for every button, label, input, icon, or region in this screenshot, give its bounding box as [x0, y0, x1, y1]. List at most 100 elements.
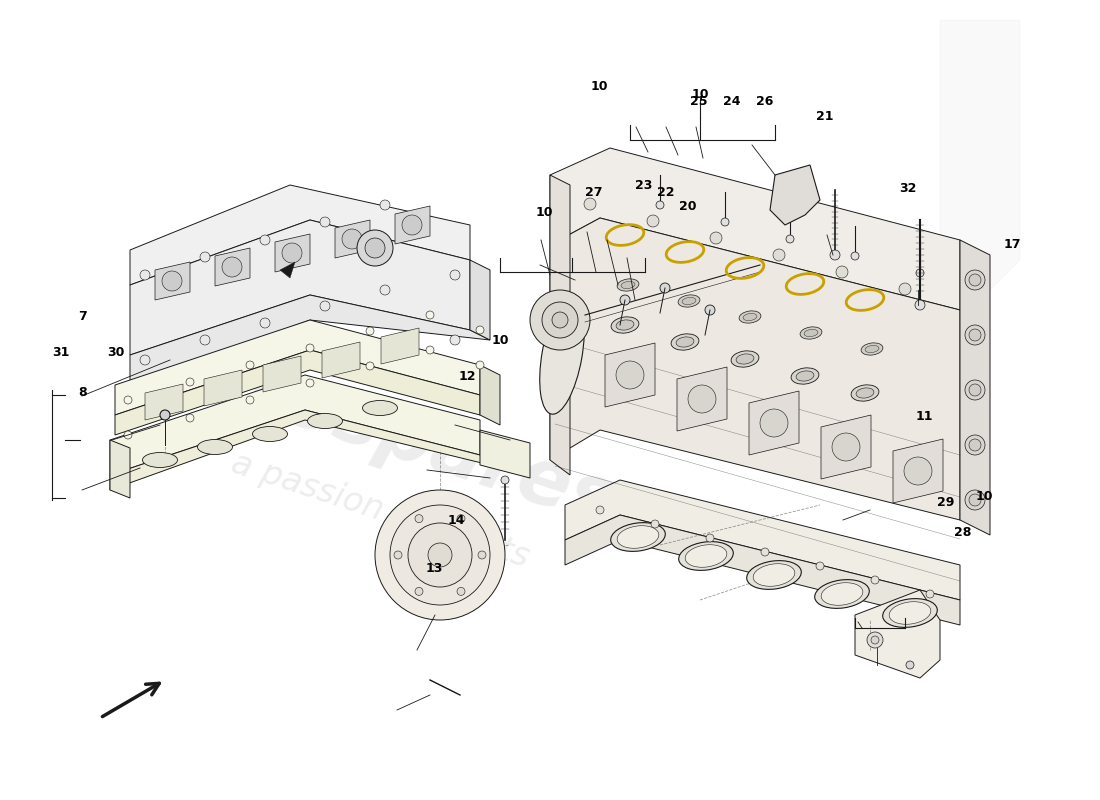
Circle shape [773, 249, 785, 261]
Circle shape [186, 414, 194, 422]
Circle shape [786, 235, 794, 243]
Polygon shape [855, 590, 940, 678]
Polygon shape [130, 295, 490, 385]
Ellipse shape [747, 561, 801, 590]
Circle shape [320, 301, 330, 311]
Polygon shape [130, 185, 470, 285]
Circle shape [358, 230, 393, 266]
Circle shape [871, 576, 879, 584]
Text: 27: 27 [585, 186, 603, 198]
Circle shape [688, 385, 716, 413]
Circle shape [647, 215, 659, 227]
Circle shape [246, 396, 254, 404]
Circle shape [200, 252, 210, 262]
Circle shape [596, 506, 604, 514]
Text: 10: 10 [492, 334, 509, 346]
Circle shape [530, 290, 590, 350]
Polygon shape [381, 328, 419, 364]
Circle shape [222, 257, 242, 277]
Circle shape [282, 243, 303, 263]
Circle shape [656, 201, 664, 209]
Text: 10: 10 [976, 490, 993, 502]
Circle shape [320, 217, 330, 227]
Circle shape [366, 362, 374, 370]
Polygon shape [214, 248, 250, 286]
Circle shape [720, 218, 729, 226]
Circle shape [140, 355, 150, 365]
Polygon shape [749, 391, 799, 455]
Text: 20: 20 [679, 200, 696, 213]
Text: 10: 10 [691, 89, 708, 102]
Circle shape [365, 238, 385, 258]
Ellipse shape [679, 542, 734, 570]
Circle shape [832, 433, 860, 461]
Circle shape [965, 270, 985, 290]
Circle shape [124, 396, 132, 404]
Circle shape [200, 335, 210, 345]
Circle shape [969, 384, 981, 396]
Circle shape [836, 266, 848, 278]
Text: 30: 30 [107, 346, 124, 358]
Ellipse shape [253, 426, 287, 442]
Ellipse shape [678, 295, 700, 307]
Circle shape [915, 300, 925, 310]
Ellipse shape [676, 337, 694, 347]
Circle shape [760, 409, 788, 437]
Circle shape [162, 271, 182, 291]
Ellipse shape [308, 414, 342, 429]
Ellipse shape [617, 526, 659, 548]
Ellipse shape [685, 545, 727, 567]
Circle shape [706, 534, 714, 542]
Polygon shape [280, 262, 295, 278]
Ellipse shape [736, 354, 754, 364]
Ellipse shape [143, 453, 177, 467]
Polygon shape [821, 415, 871, 479]
Text: 13: 13 [426, 562, 443, 574]
Ellipse shape [889, 602, 931, 624]
Text: 31: 31 [52, 346, 69, 358]
Circle shape [965, 325, 985, 345]
Polygon shape [275, 234, 310, 272]
Ellipse shape [800, 327, 822, 339]
Ellipse shape [856, 388, 873, 398]
Ellipse shape [540, 296, 584, 414]
Circle shape [342, 229, 362, 249]
Circle shape [871, 636, 879, 644]
Circle shape [651, 520, 659, 528]
Circle shape [965, 435, 985, 455]
Circle shape [816, 562, 824, 570]
Polygon shape [480, 365, 501, 425]
Polygon shape [565, 480, 960, 600]
Circle shape [478, 551, 486, 559]
Circle shape [476, 326, 484, 334]
Polygon shape [110, 410, 489, 490]
Polygon shape [116, 320, 480, 415]
Ellipse shape [682, 298, 696, 305]
Circle shape [969, 329, 981, 341]
Circle shape [186, 378, 194, 386]
Circle shape [620, 295, 630, 305]
Polygon shape [676, 367, 727, 431]
Circle shape [379, 200, 390, 210]
Circle shape [140, 270, 150, 280]
Polygon shape [893, 439, 943, 503]
Circle shape [450, 270, 460, 280]
Polygon shape [395, 206, 430, 244]
Polygon shape [470, 260, 490, 340]
Circle shape [552, 312, 568, 328]
Circle shape [379, 285, 390, 295]
Circle shape [306, 344, 313, 352]
Circle shape [969, 494, 981, 506]
Text: 23: 23 [635, 179, 652, 192]
Circle shape [969, 439, 981, 451]
Ellipse shape [610, 522, 665, 551]
Circle shape [402, 215, 422, 235]
Text: 21: 21 [816, 110, 834, 122]
Polygon shape [130, 220, 470, 355]
Ellipse shape [671, 334, 698, 350]
Polygon shape [940, 20, 1020, 300]
Circle shape [761, 548, 769, 556]
Circle shape [616, 361, 644, 389]
Ellipse shape [616, 320, 634, 330]
Circle shape [906, 661, 914, 669]
